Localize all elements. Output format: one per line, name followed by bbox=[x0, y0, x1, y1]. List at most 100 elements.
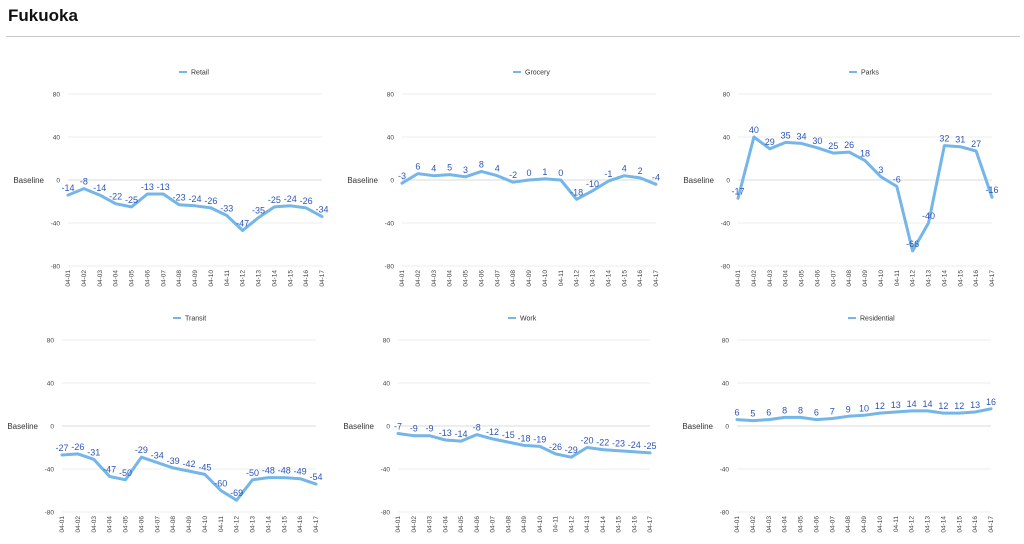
legend-entry: Work bbox=[520, 316, 537, 323]
x-tick-label: 04-15 bbox=[957, 270, 964, 287]
x-tick-label: 04-01 bbox=[735, 270, 742, 287]
legend-entry: Residential bbox=[860, 316, 895, 323]
x-tick-label: 04-07 bbox=[830, 270, 837, 287]
x-tick-label: 04-09 bbox=[861, 516, 868, 533]
data-label: 34 bbox=[796, 131, 806, 141]
data-label: -26 bbox=[71, 442, 84, 452]
x-tick-label: 04-11 bbox=[558, 270, 565, 287]
x-tick-label: 04-08 bbox=[505, 516, 512, 533]
legend-entry: Parks bbox=[861, 70, 879, 77]
x-tick-label: 04-01 bbox=[734, 516, 741, 533]
data-label: 6 bbox=[415, 162, 420, 172]
x-tick-label: 04-11 bbox=[224, 270, 231, 287]
x-tick-label: 04-05 bbox=[463, 270, 470, 287]
data-label: 12 bbox=[875, 401, 885, 411]
x-tick-label: 04-02 bbox=[751, 270, 758, 287]
data-label: -26 bbox=[549, 442, 562, 452]
header-divider bbox=[6, 36, 1020, 37]
x-tick-label: 04-10 bbox=[877, 516, 884, 533]
x-tick-label: 04-02 bbox=[415, 270, 422, 287]
x-tick-label: 04-16 bbox=[973, 270, 980, 287]
data-label: -25 bbox=[268, 195, 281, 205]
y-axis-label: Baseline bbox=[7, 422, 38, 431]
data-label: -8 bbox=[473, 423, 481, 433]
x-tick-label: 04-17 bbox=[989, 270, 996, 287]
data-label: -18 bbox=[517, 433, 530, 443]
data-label: -14 bbox=[93, 183, 106, 193]
data-label: -29 bbox=[135, 445, 148, 455]
x-tick-label: 04-01 bbox=[395, 516, 402, 533]
data-label: -42 bbox=[182, 459, 195, 469]
data-label: -12 bbox=[486, 427, 499, 437]
data-label: 4 bbox=[622, 164, 627, 174]
data-label: -35 bbox=[252, 206, 265, 216]
data-label: 4 bbox=[495, 164, 500, 174]
x-tick-label: 04-10 bbox=[542, 270, 549, 287]
y-tick-label: 80 bbox=[53, 92, 61, 99]
data-label: 2 bbox=[638, 166, 643, 176]
data-label: 10 bbox=[859, 403, 869, 413]
x-tick-label: 04-08 bbox=[176, 270, 183, 287]
x-tick-label: 04-13 bbox=[925, 516, 932, 533]
x-tick-label: 04-04 bbox=[783, 270, 790, 287]
data-label: -40 bbox=[922, 211, 935, 221]
x-tick-label: 04-07 bbox=[490, 516, 497, 533]
x-tick-label: 04-12 bbox=[568, 516, 575, 533]
data-label: -19 bbox=[533, 434, 546, 444]
x-tick-label: 04-06 bbox=[814, 270, 821, 287]
x-tick-label: 04-01 bbox=[59, 516, 66, 533]
x-tick-label: 04-05 bbox=[123, 516, 130, 533]
y-tick-label: 80 bbox=[722, 338, 730, 345]
x-tick-label: 04-15 bbox=[287, 270, 294, 287]
x-tick-label: 04-07 bbox=[494, 270, 501, 287]
x-tick-label: 04-06 bbox=[813, 516, 820, 533]
x-tick-label: 04-03 bbox=[766, 516, 773, 533]
data-label: 26 bbox=[844, 140, 854, 150]
y-tick-label: -40 bbox=[51, 221, 61, 228]
data-label: -16 bbox=[985, 185, 998, 195]
data-label: 18 bbox=[860, 149, 870, 159]
data-label: 25 bbox=[828, 141, 838, 151]
x-tick-label: 04-13 bbox=[926, 270, 933, 287]
x-tick-label: 04-08 bbox=[845, 516, 852, 533]
y-tick-label: 40 bbox=[387, 135, 395, 142]
data-label: -25 bbox=[125, 195, 138, 205]
chart-retail: 80 40 0 -40 -80 Baseline Retail 04-01 04-02 04-03… bbox=[13, 70, 328, 287]
data-label: -22 bbox=[109, 192, 122, 202]
x-tick-label: 04-14 bbox=[271, 270, 278, 287]
x-tick-label: 04-13 bbox=[590, 270, 597, 287]
x-tick-label: 04-13 bbox=[584, 516, 591, 533]
data-label: 40 bbox=[749, 125, 759, 135]
data-label: -23 bbox=[612, 439, 625, 449]
x-tick-label: 04-09 bbox=[192, 270, 199, 287]
x-tick-label: 04-04 bbox=[107, 516, 114, 533]
y-tick-label: 0 bbox=[50, 424, 54, 431]
data-label: -26 bbox=[300, 196, 313, 206]
y-axis-label: Baseline bbox=[682, 422, 713, 431]
x-tick-label: 04-02 bbox=[81, 270, 88, 287]
x-tick-label: 04-06 bbox=[144, 270, 151, 287]
data-label: -60 bbox=[214, 479, 227, 489]
data-label: 13 bbox=[970, 400, 980, 410]
x-tick-label: 04-10 bbox=[537, 516, 544, 533]
data-label: 14 bbox=[907, 399, 917, 409]
data-label: -48 bbox=[262, 466, 275, 476]
y-tick-label: 0 bbox=[726, 178, 730, 185]
x-tick-label: 04-14 bbox=[265, 516, 272, 533]
data-label: -69 bbox=[230, 488, 243, 498]
data-label: 8 bbox=[782, 405, 787, 415]
data-label: 3 bbox=[878, 165, 883, 175]
x-tick-label: 04-10 bbox=[202, 516, 209, 533]
chart-residential: 80 40 0 -40 -80 Baseline Residential 04-01 04-02… bbox=[682, 316, 996, 533]
series-line bbox=[735, 407, 993, 423]
page-title: Fukuoka bbox=[8, 6, 78, 25]
x-tick-label: 04-04 bbox=[442, 516, 449, 533]
data-label: 14 bbox=[922, 399, 932, 409]
x-tick-label: 04-12 bbox=[574, 270, 581, 287]
x-tick-label: 04-02 bbox=[750, 516, 757, 533]
x-tick-label: 04-14 bbox=[941, 270, 948, 287]
data-label: -1 bbox=[604, 169, 612, 179]
data-label: -29 bbox=[565, 445, 578, 455]
x-tick-label: 04-15 bbox=[281, 516, 288, 533]
